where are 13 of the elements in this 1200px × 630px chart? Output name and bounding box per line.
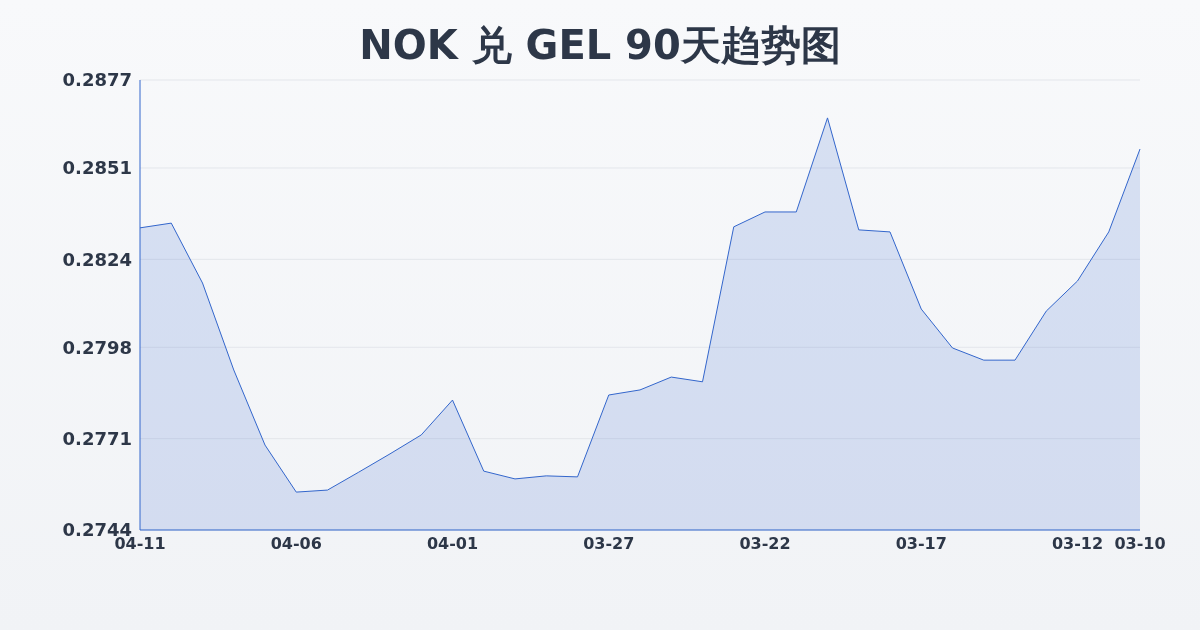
y-tick-label: 0.2798: [62, 336, 132, 358]
x-tick-label: 03-27: [583, 534, 635, 554]
x-tick-label: 03-12: [1051, 534, 1104, 554]
y-tick-label: 0.2824: [62, 248, 132, 270]
y-tick-label: 0.2851: [62, 157, 132, 179]
x-tick-label: 04-01: [426, 534, 479, 554]
chart-title: NOK 兑 GEL 90天趋势图: [359, 22, 841, 68]
y-tick-label: 0.2771: [62, 428, 132, 450]
x-tick-label: 03-22: [739, 534, 791, 554]
x-tick-label: 03-10: [1114, 534, 1166, 554]
y-tick-label: 0.2877: [62, 69, 132, 91]
x-tick-label: 03-17: [895, 534, 947, 554]
x-tick-label: 04-06: [270, 534, 322, 554]
